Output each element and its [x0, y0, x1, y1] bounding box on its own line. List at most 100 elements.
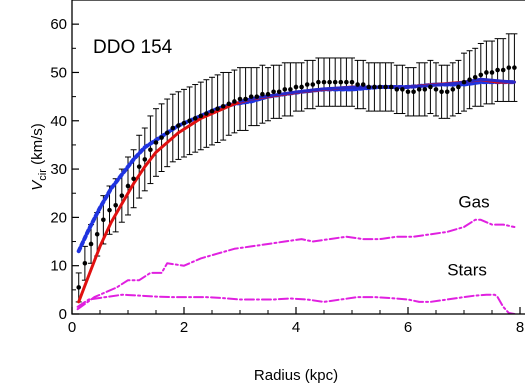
- x-tick-label: 4: [292, 319, 300, 336]
- observed-dot: [187, 118, 192, 124]
- y-tick-label: 60: [50, 16, 67, 33]
- observed-dot: [327, 79, 332, 85]
- axes-layer: 0 2 4 6 8 0 10 20 30 40 50 60: [50, 0, 525, 336]
- observed-dot: [136, 164, 142, 169]
- gas-annotation: Gas: [458, 193, 489, 212]
- observed-dot: [372, 84, 377, 90]
- observed-dot: [209, 108, 215, 114]
- observed-dot: [260, 91, 265, 97]
- observed-dot: [265, 91, 271, 97]
- observed-dot: [198, 113, 204, 119]
- observed-dot: [411, 89, 416, 95]
- observed-dot: [220, 103, 226, 109]
- observed-dot: [444, 89, 450, 95]
- y-axis-title-symbol: V: [29, 179, 46, 191]
- data-layer: [75, 33, 518, 314]
- observed-dot: [148, 147, 153, 153]
- observed-dot: [119, 193, 125, 198]
- observed-dot: [181, 120, 187, 126]
- observed-dot: [310, 82, 316, 87]
- observed-dot: [506, 65, 512, 70]
- observed-dot: [366, 84, 372, 90]
- observed-dot: [433, 87, 439, 92]
- observed-dot: [204, 111, 209, 116]
- observed-dot: [316, 79, 321, 85]
- observed-dot: [377, 84, 383, 90]
- observed-dot: [416, 87, 422, 92]
- x-axis-title: Radius (kpc): [254, 367, 338, 384]
- x-tick-label: 2: [180, 319, 188, 336]
- observed-dot: [254, 94, 260, 99]
- observed-dot: [107, 207, 112, 213]
- observed-dot: [248, 94, 254, 99]
- y-axis-title: Vcir (km/s): [29, 123, 49, 190]
- stars-curve: [76, 293, 516, 314]
- x-tick-label: 8: [516, 319, 524, 336]
- observed-dot: [388, 84, 394, 90]
- observed-dot: [101, 217, 106, 223]
- observed-dot: [243, 96, 248, 102]
- observed-dot: [215, 106, 220, 111]
- observed-dot: [489, 70, 495, 75]
- y-tick-label: 0: [59, 306, 67, 323]
- observed-dot: [293, 84, 299, 90]
- observed-dot: [176, 123, 181, 128]
- observed-dot: [164, 130, 170, 136]
- observed-dot: [344, 79, 349, 85]
- y-tick-label: 50: [50, 64, 67, 81]
- observed-dot: [500, 67, 506, 73]
- observed-dot: [439, 89, 444, 95]
- observed-dot: [226, 101, 232, 107]
- observed-dot: [282, 87, 288, 92]
- observed-dot: [276, 89, 282, 95]
- observed-dot: [232, 99, 237, 104]
- y-axis-title-unit: (km/s): [29, 123, 46, 169]
- observed-dot: [94, 231, 100, 237]
- observed-dot: [271, 89, 276, 95]
- observed-dot: [512, 65, 517, 70]
- y-tick-label: 10: [50, 258, 67, 275]
- observed-dot: [125, 183, 131, 189]
- observed-dot: [82, 260, 88, 266]
- observed-dot: [450, 87, 456, 92]
- observed-dot: [467, 77, 472, 83]
- observed-dot: [349, 79, 355, 85]
- observed-dot: [153, 140, 159, 145]
- y-axis-title-subscript: cir: [37, 169, 49, 181]
- observed-dot: [159, 135, 164, 140]
- stars-annotation: Stars: [447, 260, 487, 279]
- observed-dot: [360, 82, 366, 87]
- observed-dot: [142, 157, 148, 162]
- observed-dot: [484, 70, 489, 75]
- observed-dot: [355, 82, 360, 87]
- observed-dot: [461, 79, 467, 85]
- observed-dot: [170, 125, 176, 131]
- observed-dot: [192, 116, 198, 121]
- observed-dot: [495, 67, 500, 73]
- observed-dot: [338, 79, 344, 85]
- observed-dot: [405, 89, 411, 95]
- observed-dot: [383, 84, 388, 90]
- plot-frame: [71, 0, 525, 315]
- observed-dot: [299, 84, 304, 90]
- gas-curve: [76, 218, 516, 311]
- y-tick-label: 40: [50, 113, 67, 130]
- observed-dot: [131, 176, 136, 182]
- x-tick-label: 6: [404, 319, 412, 336]
- galaxy-label: DDO 154: [93, 37, 173, 58]
- observed-dot: [400, 87, 405, 92]
- observed-dot: [304, 82, 310, 87]
- observed-dot: [321, 79, 327, 85]
- observed-dot: [88, 241, 94, 247]
- observed-dot: [76, 285, 82, 290]
- observed-dot: [472, 74, 478, 80]
- observed-dot: [113, 203, 118, 208]
- y-tick-label: 30: [50, 161, 67, 178]
- y-tick-label: 20: [50, 209, 67, 226]
- observed-dot: [456, 84, 461, 90]
- x-tick-label: 0: [68, 319, 76, 336]
- observed-dot: [478, 72, 484, 78]
- observed-dot: [422, 87, 428, 92]
- observed-dot: [332, 79, 338, 85]
